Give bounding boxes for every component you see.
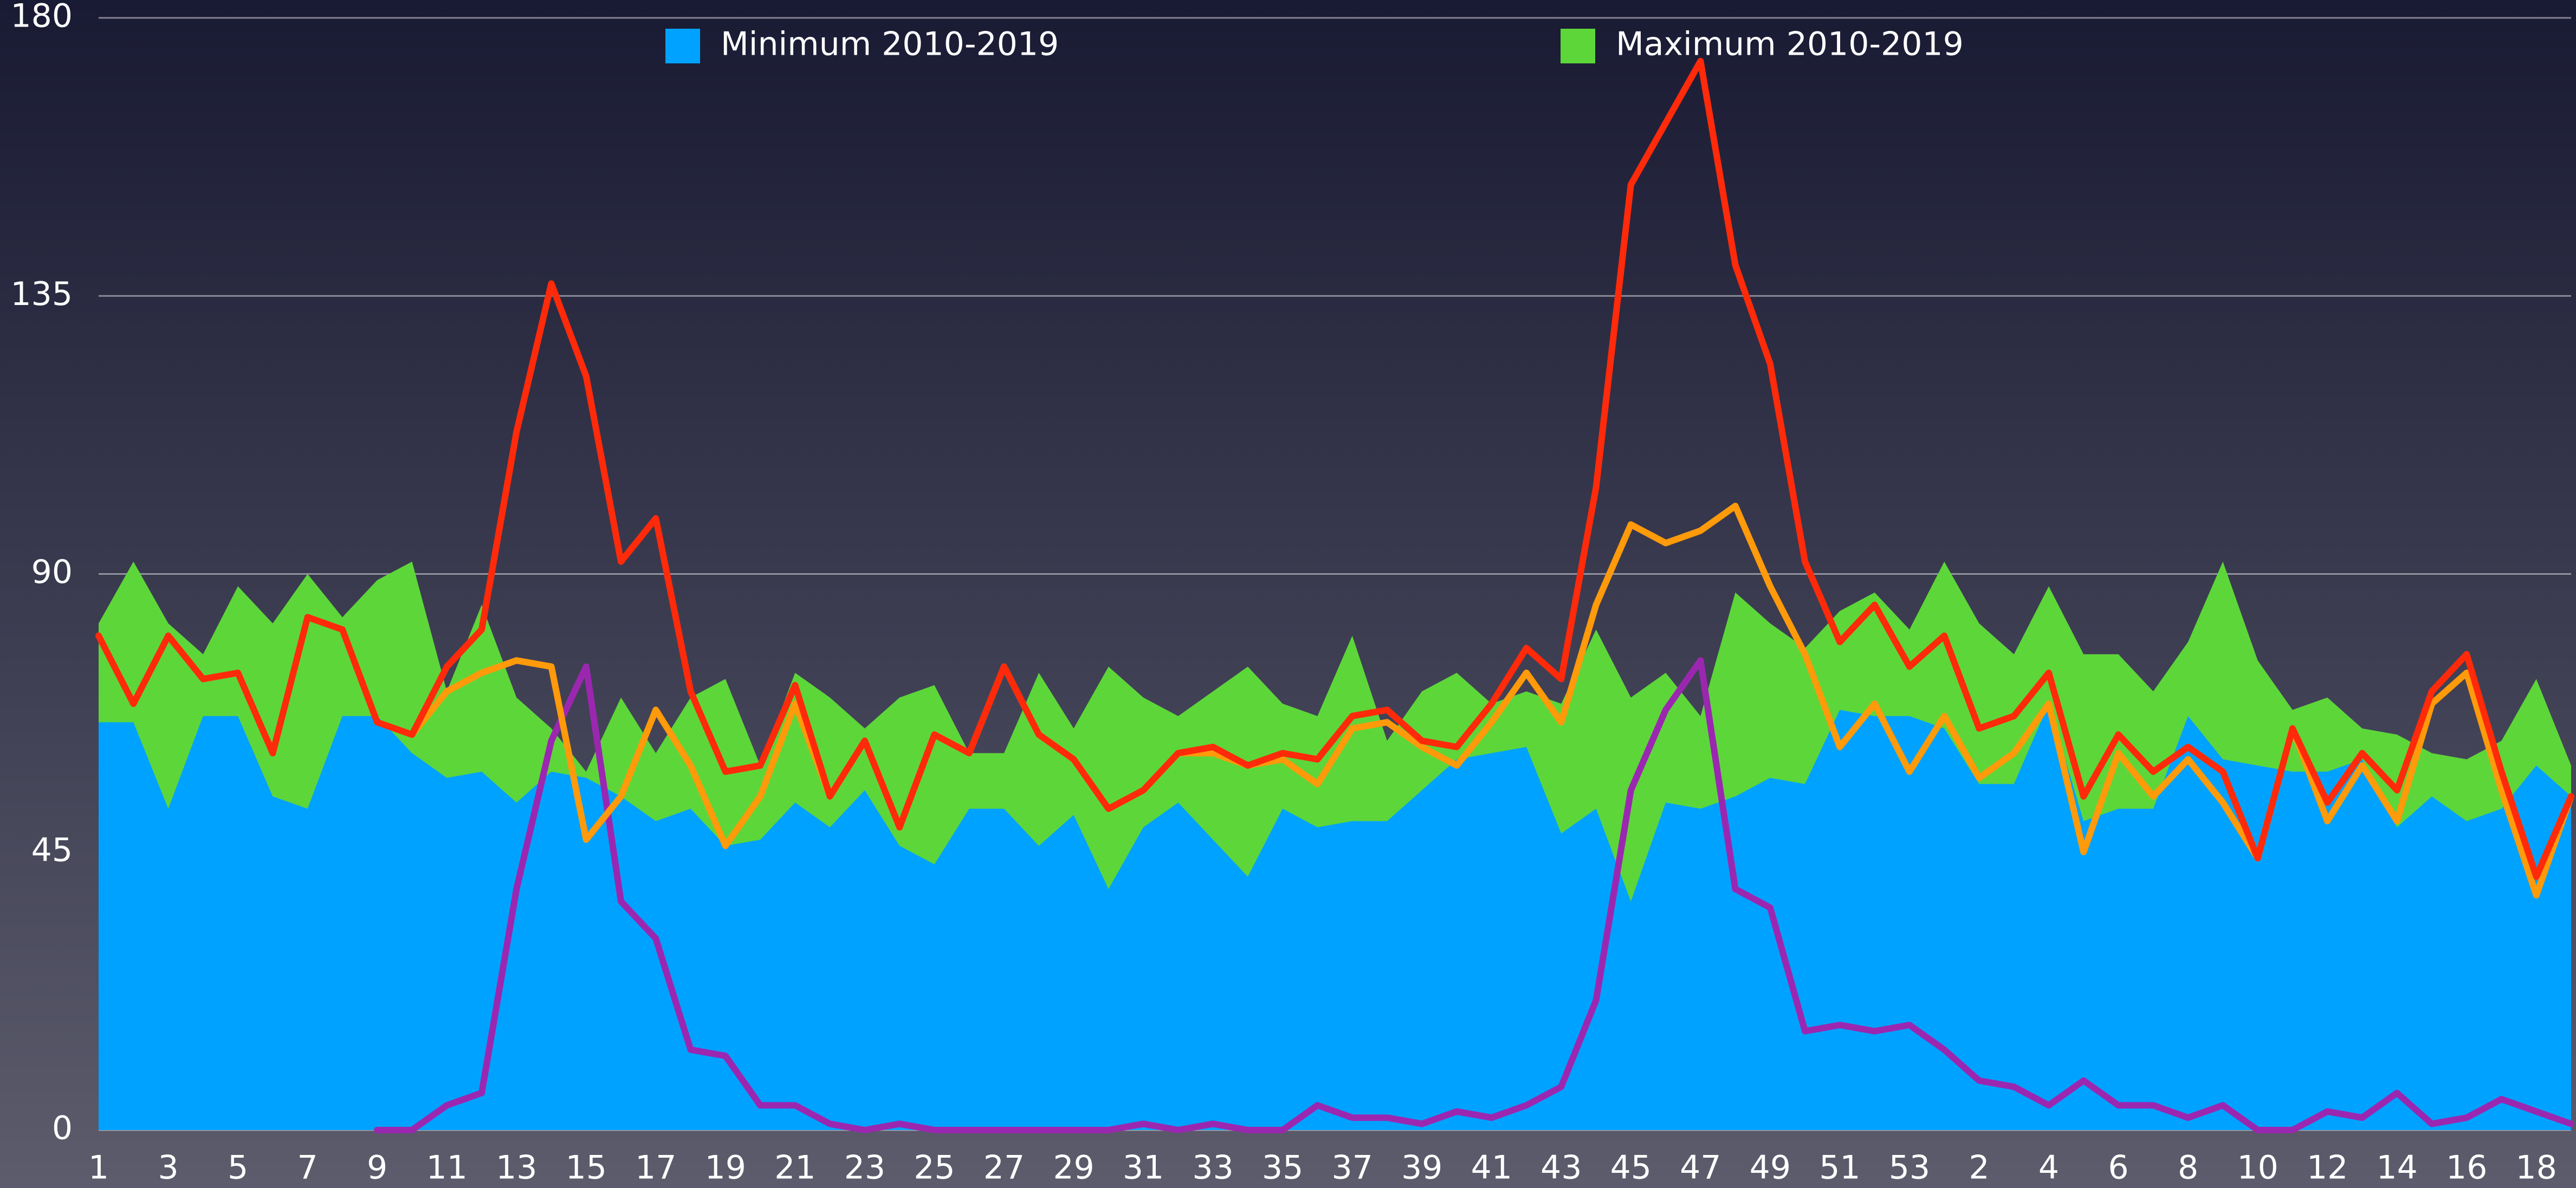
x-tick-label: 16 xyxy=(2446,1149,2487,1187)
x-tick-label: 29 xyxy=(1053,1149,1094,1187)
x-tick-label: 3 xyxy=(158,1149,178,1187)
legend-swatch xyxy=(1561,29,1595,63)
x-tick-label: 21 xyxy=(774,1149,815,1187)
x-tick-label: 14 xyxy=(2376,1149,2417,1187)
x-tick-label: 15 xyxy=(566,1149,607,1187)
x-tick-label: 33 xyxy=(1192,1149,1233,1187)
x-tick-label: 35 xyxy=(1262,1149,1303,1187)
x-tick-label: 23 xyxy=(844,1149,885,1187)
x-tick-label: 53 xyxy=(1889,1149,1930,1187)
x-tick-label: 45 xyxy=(1610,1149,1652,1187)
x-tick-label: 27 xyxy=(983,1149,1025,1187)
x-tick-label: 19 xyxy=(705,1149,746,1187)
x-tick-label: 12 xyxy=(2307,1149,2348,1187)
legend-label: Maximum 2010-2019 xyxy=(1616,25,1964,63)
legend-label: Minimum 2010-2019 xyxy=(721,25,1059,63)
x-tick-label: 9 xyxy=(367,1149,387,1187)
plot xyxy=(95,57,2574,1133)
line xyxy=(409,503,2574,899)
x-tick-label: 18 xyxy=(2516,1149,2557,1187)
area xyxy=(99,704,2571,1130)
x-tick-label: 7 xyxy=(297,1149,318,1187)
y-tick-label: 180 xyxy=(10,0,73,35)
legend-swatch xyxy=(665,29,700,63)
y-tick-label: 90 xyxy=(31,553,73,591)
x-tick-label: 2 xyxy=(1969,1149,1989,1187)
y-tick-label: 135 xyxy=(10,275,73,313)
x-tick-label: 31 xyxy=(1123,1149,1164,1187)
x-tick-label: 1 xyxy=(88,1149,109,1187)
x-tick-label: 51 xyxy=(1819,1149,1860,1187)
x-tick-label: 8 xyxy=(2178,1149,2198,1187)
x-tick-label: 10 xyxy=(2237,1149,2278,1187)
x-tick-label: 11 xyxy=(426,1149,467,1187)
x-tick-label: 41 xyxy=(1471,1149,1512,1187)
x-tick-label: 37 xyxy=(1331,1149,1373,1187)
x-tick-label: 5 xyxy=(228,1149,248,1187)
x-tick-label: 39 xyxy=(1401,1149,1442,1187)
x-tick-label: 13 xyxy=(496,1149,537,1187)
x-tick-label: 25 xyxy=(914,1149,955,1187)
x-tick-label: 4 xyxy=(2038,1149,2059,1187)
x-tick-label: 6 xyxy=(2108,1149,2128,1187)
line xyxy=(95,57,2574,880)
y-tick-label: 0 xyxy=(52,1109,73,1147)
line xyxy=(374,657,2574,1133)
x-tick-label: 47 xyxy=(1680,1149,1721,1187)
x-tick-label: 49 xyxy=(1750,1149,1791,1187)
y-tick-label: 45 xyxy=(31,831,73,869)
x-tick-label: 43 xyxy=(1541,1149,1582,1187)
x-tick-label: 17 xyxy=(635,1149,676,1187)
